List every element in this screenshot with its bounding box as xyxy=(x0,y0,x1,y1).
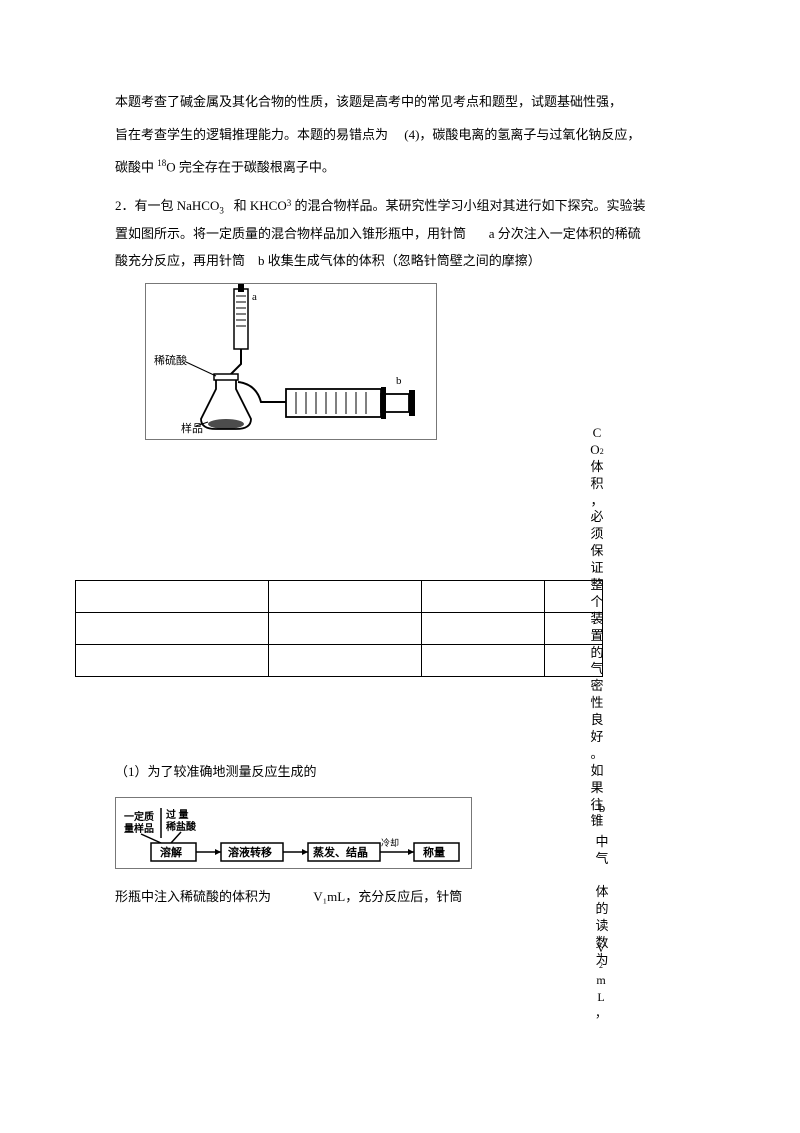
intro-line3b: O 完全存在于碳酸根离子中。 xyxy=(166,160,335,175)
q2-line2: 置如图所示。将一定质量的混合物样品加入锥形瓶中，用针筒 a 分次注入一定体积的稀… xyxy=(115,222,705,247)
q2-t1c: 的混合物样品。某研究性学习小组对其进行如下探究。实验装 xyxy=(294,198,645,213)
svg-text:一定质: 一定质 xyxy=(124,810,154,823)
fig1-label-left: 稀硫酸 xyxy=(154,353,187,367)
intro-line2b: (4)，碳酸电离的氢离子与过氧化钠反应， xyxy=(404,127,640,142)
intro-line2: 旨在考查学生的逻辑推理能力。本题的易错点为 (4)，碳酸电离的氢离子与过氧化钠反… xyxy=(115,123,705,148)
fig1-label-bottom: 样品 xyxy=(181,421,203,435)
svg-text:量样品: 量样品 xyxy=(124,822,154,835)
q2-t2a: 置如图所示。将一定质量的混合物样品加入锥形瓶中，用针筒 xyxy=(115,226,466,241)
q2-t3a: 酸充分反应，再用针筒 xyxy=(115,253,245,268)
svg-text:溶解: 溶解 xyxy=(160,845,182,859)
intro-line1: 本题考查了碱金属及其化合物的性质，该题是高考中的常见考点和题型，试题基础性强， xyxy=(115,90,705,115)
q2-line1: 2．有一包 NaHCO3 和 KHCO3 的混合物样品。某研究性学习小组对其进行… xyxy=(115,194,705,220)
flowchart-figure: 一定质 量样品 过 量 稀盐酸 溶解 溶液转移 蒸发、结晶 冷却 xyxy=(115,797,472,869)
q2-t3b: b 收集生成气体的体积（忽略针筒壁之间的摩擦） xyxy=(258,253,541,268)
q2-label: 2． xyxy=(115,198,135,213)
vertical-col-1: CO2体积，必须保证整个装置的气密性良好。如果往锥 xyxy=(590,425,604,830)
last-b: V₁mL，充分反应后，针筒 xyxy=(313,889,462,904)
q2-t1a: 有一包 NaHCO xyxy=(135,198,220,213)
q2-t2b: a 分次注入一定体积的稀硫 xyxy=(489,226,641,241)
intro-line3a: 碳酸中 xyxy=(115,160,157,175)
q2-line3: 酸充分反应，再用针筒 b 收集生成气体的体积（忽略针筒壁之间的摩擦） xyxy=(115,249,705,274)
last-a: 形瓶中注入稀硫酸的体积为 xyxy=(115,889,271,904)
svg-text:溶液转移: 溶液转移 xyxy=(228,845,272,859)
apparatus-figure: 稀硫酸 样品 a b xyxy=(145,283,437,440)
q1-text: （1）为了较准确地测量反应生成的 xyxy=(115,760,705,785)
svg-text:a: a xyxy=(252,291,257,303)
svg-text:过 量: 过 量 xyxy=(166,808,189,821)
svg-text:称量: 称量 xyxy=(423,845,445,859)
svg-text:b: b xyxy=(396,375,402,387)
last-line: 形瓶中注入稀硫酸的体积为 V₁mL，充分反应后，针筒 xyxy=(115,885,705,910)
intro-line2a: 旨在考查学生的逻辑推理能力。本题的易错点为 xyxy=(115,127,388,142)
svg-text:蒸发、结晶: 蒸发、结晶 xyxy=(313,845,368,859)
q2-t1b: 和 KHCO xyxy=(234,198,287,213)
svg-text:冷却: 冷却 xyxy=(381,837,399,848)
sup-18: 18 xyxy=(157,158,166,168)
empty-table xyxy=(75,580,603,677)
svg-text:稀盐酸: 稀盐酸 xyxy=(166,820,197,833)
vertical-col-3: V2mL， xyxy=(594,940,608,1021)
intro-line3: 碳酸中 18O 完全存在于碳酸根离子中。 xyxy=(115,155,705,180)
